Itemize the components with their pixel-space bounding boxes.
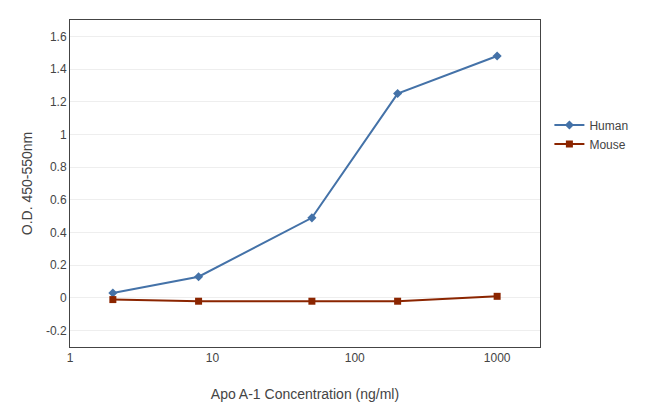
svg-text:O.D. 450-550nm: O.D. 450-550nm (19, 132, 35, 236)
svg-text:100: 100 (345, 351, 365, 365)
svg-text:0: 0 (60, 291, 67, 305)
svg-text:Mouse: Mouse (589, 138, 625, 152)
svg-text:Apo A-1 Concentration (ng/ml): Apo A-1 Concentration (ng/ml) (211, 386, 399, 402)
svg-text:0.2: 0.2 (50, 258, 67, 272)
svg-text:1: 1 (67, 351, 74, 365)
svg-text:-0.2: -0.2 (46, 324, 67, 338)
svg-text:0.8: 0.8 (50, 160, 67, 174)
svg-text:Human: Human (589, 119, 628, 133)
svg-text:10: 10 (206, 351, 220, 365)
svg-text:1: 1 (60, 128, 67, 142)
svg-text:1.4: 1.4 (50, 62, 67, 76)
svg-text:1.6: 1.6 (50, 30, 67, 44)
svg-text:1.2: 1.2 (50, 95, 67, 109)
svg-text:0.4: 0.4 (50, 226, 67, 240)
svg-text:1000: 1000 (484, 351, 511, 365)
svg-text:0.6: 0.6 (50, 193, 67, 207)
